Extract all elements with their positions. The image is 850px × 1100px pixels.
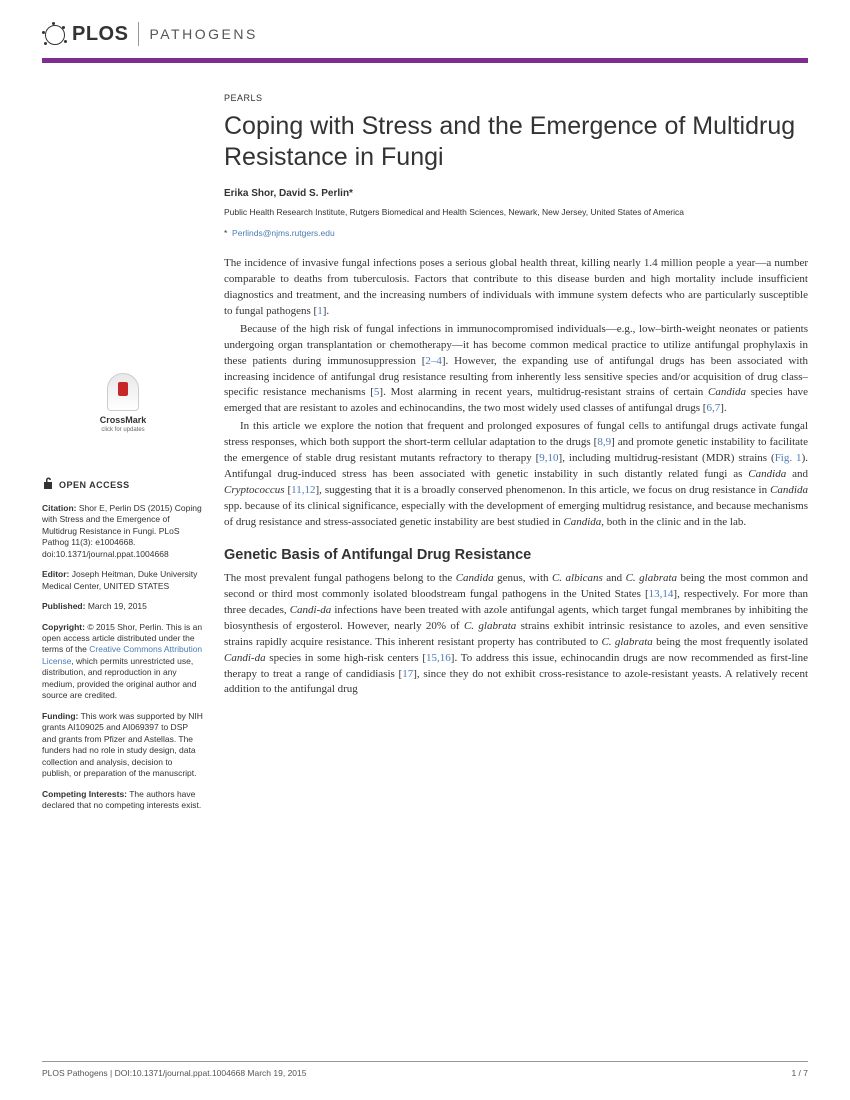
journal-header: PLOS PATHOGENS	[0, 0, 850, 58]
editor-block: Editor: Joseph Heitman, Duke University …	[42, 569, 204, 592]
ref-link[interactable]: 15,16	[426, 652, 451, 664]
citation-block: Citation: Shor E, Perlin DS (2015) Copin…	[42, 503, 204, 560]
sidebar: CrossMark click for updates OPEN ACCESS …	[42, 93, 222, 821]
article-title: Coping with Stress and the Emergence of …	[224, 111, 808, 174]
ref-link[interactable]: 1	[317, 305, 323, 317]
affiliation: Public Health Research Institute, Rutger…	[224, 207, 808, 218]
ref-link[interactable]: 6,7	[706, 402, 720, 414]
crossmark-icon	[107, 373, 139, 411]
competing-block: Competing Interests: The authors have de…	[42, 789, 204, 812]
crossmark-sublabel: click for updates	[42, 426, 204, 434]
ref-link[interactable]: 17	[402, 668, 413, 680]
paragraph: The most prevalent fungal pathogens belo…	[224, 571, 808, 699]
section-heading: Genetic Basis of Antifungal Drug Resista…	[224, 547, 808, 563]
section-label: PEARLS	[224, 93, 808, 103]
open-lock-icon	[42, 476, 55, 495]
footer-citation: PLOS Pathogens | DOI:10.1371/journal.ppa…	[42, 1068, 306, 1078]
journal-name: PATHOGENS	[149, 26, 257, 42]
open-access-label: OPEN ACCESS	[59, 479, 130, 491]
plos-brand-text: PLOS	[72, 23, 128, 46]
authors: Erika Shor, David S. Perlin*	[224, 188, 808, 199]
plos-logo: PLOS	[42, 22, 128, 46]
page-footer: PLOS Pathogens | DOI:10.1371/journal.ppa…	[42, 1061, 808, 1078]
ref-link[interactable]: 2–4	[425, 355, 442, 367]
plos-icon	[42, 22, 66, 46]
article-body: The incidence of invasive fungal infecti…	[224, 256, 808, 698]
ref-link[interactable]: 8,9	[597, 436, 611, 448]
ref-link[interactable]: 9,10	[539, 452, 558, 464]
published-block: Published: March 19, 2015	[42, 601, 204, 612]
correspondence: * Perlinds@njms.rutgers.edu	[224, 228, 808, 238]
paragraph: In this article we explore the notion th…	[224, 419, 808, 531]
funding-block: Funding: This work was supported by NIH …	[42, 711, 204, 780]
paragraph: Because of the high risk of fungal infec…	[224, 322, 808, 418]
open-access-badge: OPEN ACCESS	[42, 476, 204, 495]
crossmark-badge[interactable]: CrossMark click for updates	[42, 373, 204, 434]
ref-link[interactable]: 13,14	[649, 588, 674, 600]
header-divider	[138, 22, 139, 46]
page-number: 1 / 7	[791, 1068, 808, 1078]
crossmark-label: CrossMark	[42, 414, 204, 426]
article-main: PEARLS Coping with Stress and the Emerge…	[222, 93, 808, 821]
corr-email-link[interactable]: Perlinds@njms.rutgers.edu	[232, 228, 335, 238]
ref-link[interactable]: 11,12	[291, 484, 315, 496]
fig-link[interactable]: Fig. 1	[775, 452, 802, 464]
copyright-block: Copyright: © 2015 Shor, Perlin. This is …	[42, 622, 204, 702]
paragraph: The incidence of invasive fungal infecti…	[224, 256, 808, 320]
